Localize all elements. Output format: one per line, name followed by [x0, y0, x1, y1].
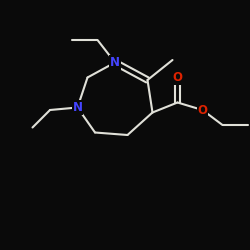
- Text: N: N: [110, 56, 120, 69]
- Text: N: N: [72, 101, 83, 114]
- Text: O: O: [198, 104, 207, 117]
- Text: O: O: [172, 71, 182, 84]
